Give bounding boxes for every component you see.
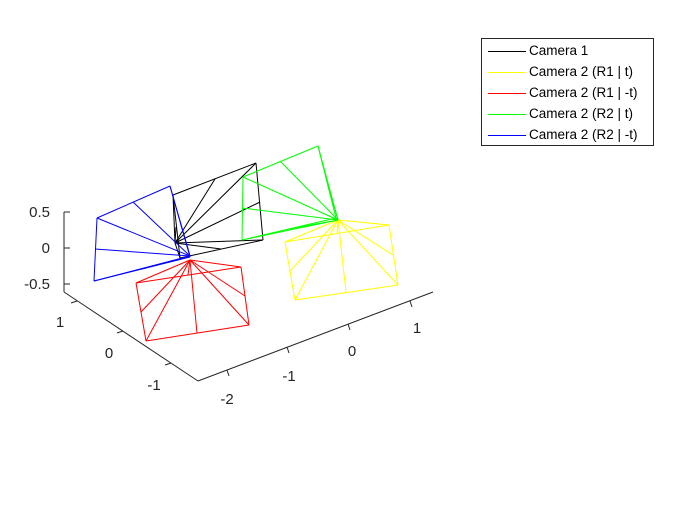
legend-label: Camera 2 (R2 | t) [529, 106, 633, 121]
legend-item-camera-2-r2-minus-t: Camera 2 (R2 | -t) [482, 125, 653, 146]
frustum-apex-edge [190, 260, 241, 267]
y-tick-label: -1 [147, 377, 160, 394]
x-tick [227, 370, 229, 376]
x-tick [287, 347, 289, 353]
series-layer [94, 146, 398, 341]
frustum-mid-edge [175, 227, 176, 243]
legend-swatch [488, 114, 526, 115]
legend-swatch [488, 135, 526, 136]
frustum-base-edge [295, 285, 398, 300]
frustum-apex-edge [243, 177, 338, 220]
y-tick-label: 1 [56, 314, 64, 331]
y-tick-label: 0 [105, 345, 113, 362]
legend-item-camera-2-r1-minus-t: Camera 2 (R1 | -t) [482, 83, 653, 104]
x-tick-label: -1 [282, 368, 295, 385]
z-tick-label: 0.5 [29, 204, 50, 221]
legend-label: Camera 1 [529, 43, 588, 58]
z-tick-label: 0 [42, 240, 50, 257]
x-tick-label: 1 [413, 320, 421, 337]
series-camera-2-r1-t [136, 260, 249, 341]
frustum-base-edge [256, 163, 263, 240]
legend: Camera 1 Camera 2 (R1 | t) Camera 2 (R1 … [481, 38, 654, 146]
x-tick [348, 324, 350, 330]
frustum-base-edge [146, 325, 249, 341]
x-tick-label: -2 [220, 391, 233, 408]
legend-swatch [488, 51, 526, 52]
x-tick-label: 0 [348, 343, 356, 360]
legend-label: Camera 2 (R1 | t) [529, 64, 633, 79]
frustum-apex-edge [175, 163, 256, 243]
frustum-apex-edge [242, 220, 338, 240]
series-camera-2-r1-t [285, 220, 398, 300]
legend-label: Camera 2 (R2 | -t) [529, 127, 638, 142]
axes-box: 0.5 0 -0.5 1 0 -1 -2 -1 0 1 [24, 204, 433, 408]
x-tick [410, 301, 412, 307]
frustum-mid-edge [133, 202, 190, 256]
x-axis-line [198, 292, 433, 381]
legend-swatch [488, 93, 526, 94]
y-tick [71, 301, 77, 303]
y-tick [117, 331, 123, 333]
frustum-mid-edge [190, 260, 197, 333]
legend-item-camera-2-r1-t: Camera 2 (R1 | t) [482, 62, 653, 83]
legend-item-camera-1: Camera 1 [482, 41, 653, 62]
y-tick [165, 363, 171, 365]
legend-item-camera-2-r2-t: Camera 2 (R2 | t) [482, 104, 653, 125]
frustum-apex-edge [295, 220, 338, 300]
frustum-mid-edge [338, 220, 346, 292]
z-tick-label: -0.5 [24, 276, 50, 293]
legend-swatch [488, 72, 526, 73]
frustum-apex-edge [338, 220, 389, 225]
legend-label: Camera 2 (R1 | -t) [529, 85, 638, 100]
frustum-apex-edge [146, 260, 190, 341]
